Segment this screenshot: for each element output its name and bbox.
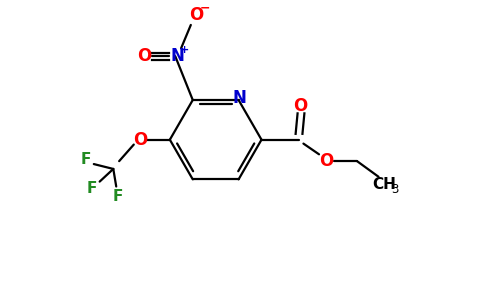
Text: N: N (233, 89, 246, 107)
Text: O: O (137, 47, 151, 65)
Text: +: + (181, 45, 190, 55)
Text: −: − (200, 2, 211, 15)
Text: F: F (81, 152, 91, 167)
Text: F: F (87, 181, 97, 196)
Text: O: O (319, 152, 333, 170)
Text: O: O (134, 131, 148, 149)
Text: O: O (293, 97, 308, 115)
Text: N: N (170, 47, 184, 65)
Text: CH: CH (372, 177, 396, 192)
Text: O: O (190, 6, 204, 24)
Text: F: F (113, 189, 123, 204)
Text: 3: 3 (392, 183, 399, 196)
